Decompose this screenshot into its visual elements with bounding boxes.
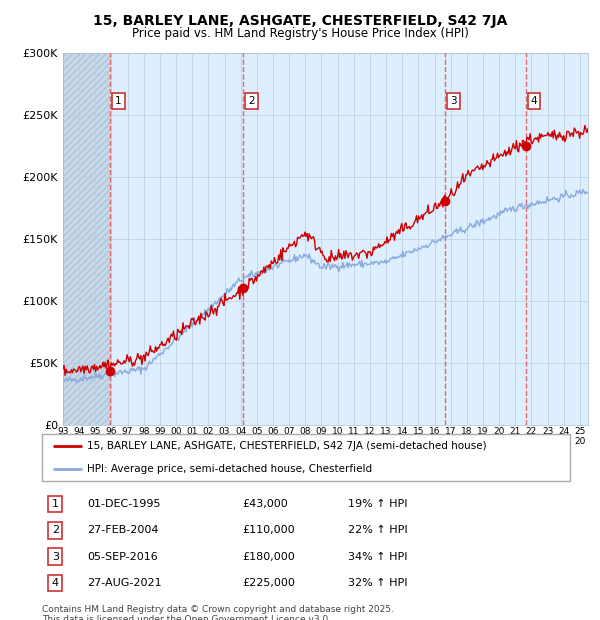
Text: £225,000: £225,000 (242, 578, 296, 588)
Text: Contains HM Land Registry data © Crown copyright and database right 2025.
This d: Contains HM Land Registry data © Crown c… (42, 604, 394, 620)
Text: 1: 1 (115, 96, 122, 106)
FancyBboxPatch shape (42, 434, 570, 481)
Text: 15, BARLEY LANE, ASHGATE, CHESTERFIELD, S42 7JA: 15, BARLEY LANE, ASHGATE, CHESTERFIELD, … (93, 14, 507, 28)
Text: 22% ↑ HPI: 22% ↑ HPI (348, 525, 408, 535)
Text: 4: 4 (52, 578, 59, 588)
Text: 3: 3 (52, 552, 59, 562)
Text: £43,000: £43,000 (242, 499, 289, 509)
Text: £110,000: £110,000 (242, 525, 295, 535)
Text: 19% ↑ HPI: 19% ↑ HPI (348, 499, 408, 509)
Text: 32% ↑ HPI: 32% ↑ HPI (348, 578, 408, 588)
Text: £180,000: £180,000 (242, 552, 295, 562)
Text: 27-AUG-2021: 27-AUG-2021 (87, 578, 161, 588)
Text: 27-FEB-2004: 27-FEB-2004 (87, 525, 158, 535)
Text: 34% ↑ HPI: 34% ↑ HPI (348, 552, 408, 562)
Text: 15, BARLEY LANE, ASHGATE, CHESTERFIELD, S42 7JA (semi-detached house): 15, BARLEY LANE, ASHGATE, CHESTERFIELD, … (87, 441, 487, 451)
Text: 3: 3 (451, 96, 457, 106)
Bar (63, 53, 110, 425)
Text: Price paid vs. HM Land Registry's House Price Index (HPI): Price paid vs. HM Land Registry's House … (131, 27, 469, 40)
Text: 05-SEP-2016: 05-SEP-2016 (87, 552, 158, 562)
Text: 1: 1 (52, 499, 59, 509)
Text: 2: 2 (52, 525, 59, 535)
Text: 4: 4 (531, 96, 538, 106)
Text: 01-DEC-1995: 01-DEC-1995 (87, 499, 160, 509)
Text: HPI: Average price, semi-detached house, Chesterfield: HPI: Average price, semi-detached house,… (87, 464, 372, 474)
Text: 2: 2 (248, 96, 255, 106)
